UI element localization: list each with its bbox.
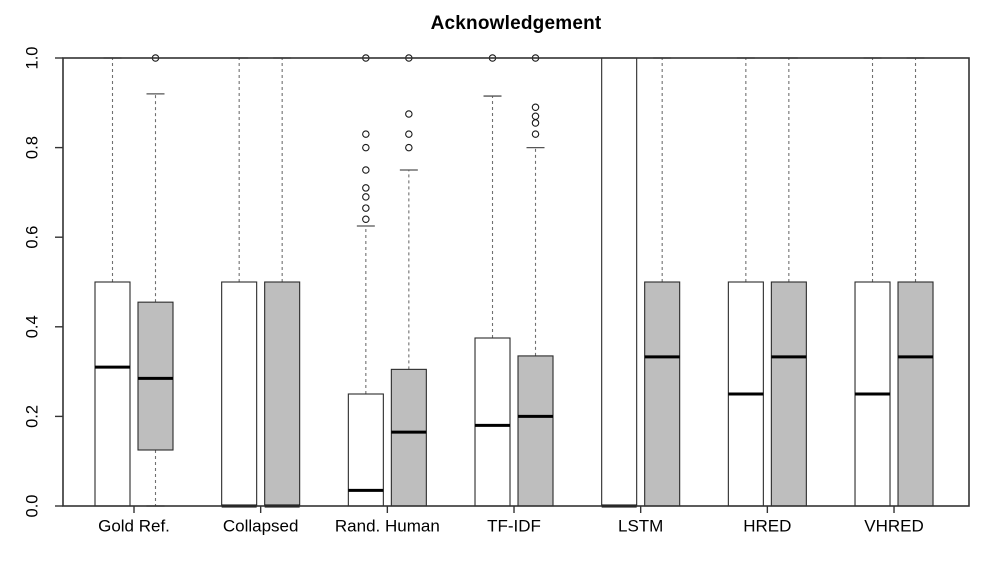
y-tick-label: 0.6 bbox=[23, 226, 41, 249]
outlier-point bbox=[531, 112, 540, 120]
outlier-point bbox=[531, 130, 540, 138]
y-tick-label: 1.0 bbox=[23, 47, 41, 70]
y-tick-label: 0.4 bbox=[23, 315, 41, 338]
outlier-point bbox=[531, 103, 540, 112]
y-tick-label: 0.2 bbox=[23, 405, 41, 428]
outlier-point bbox=[362, 166, 370, 174]
outlier-point bbox=[405, 130, 413, 138]
plot-frame bbox=[62, 57, 970, 507]
box-gray bbox=[517, 355, 554, 507]
x-category-label: TF-IDF bbox=[487, 516, 541, 535]
y-tick-label: 0.8 bbox=[23, 136, 41, 159]
x-category-label: LSTM bbox=[618, 516, 663, 535]
chart-title: Acknowledgement bbox=[430, 13, 602, 34]
box-gray bbox=[264, 281, 301, 507]
box-white bbox=[221, 281, 258, 507]
x-category-label: VHRED bbox=[864, 516, 924, 535]
outlier-point bbox=[362, 215, 370, 224]
box-white bbox=[347, 393, 384, 507]
y-tick-label: 0.0 bbox=[23, 495, 41, 518]
box-gray bbox=[897, 281, 934, 507]
box-gray bbox=[137, 301, 174, 451]
outlier-point bbox=[362, 184, 370, 192]
box-white bbox=[94, 281, 131, 507]
box-gray bbox=[770, 281, 807, 507]
x-category-label: Collapsed bbox=[223, 516, 299, 535]
outlier-point bbox=[362, 130, 370, 138]
box-gray bbox=[390, 368, 427, 507]
x-category-label: Rand. Human bbox=[335, 516, 440, 535]
box-white bbox=[601, 57, 638, 507]
box-white bbox=[474, 337, 511, 507]
box-gray bbox=[644, 281, 681, 507]
x-category-label: HRED bbox=[743, 516, 791, 535]
outlier-point bbox=[531, 119, 540, 127]
outlier-point bbox=[362, 204, 370, 212]
x-category-label: Gold Ref. bbox=[98, 516, 170, 535]
outlier-point bbox=[405, 110, 413, 118]
outlier-point bbox=[405, 143, 413, 152]
outlier-point bbox=[362, 143, 370, 152]
outlier-point bbox=[362, 193, 370, 201]
